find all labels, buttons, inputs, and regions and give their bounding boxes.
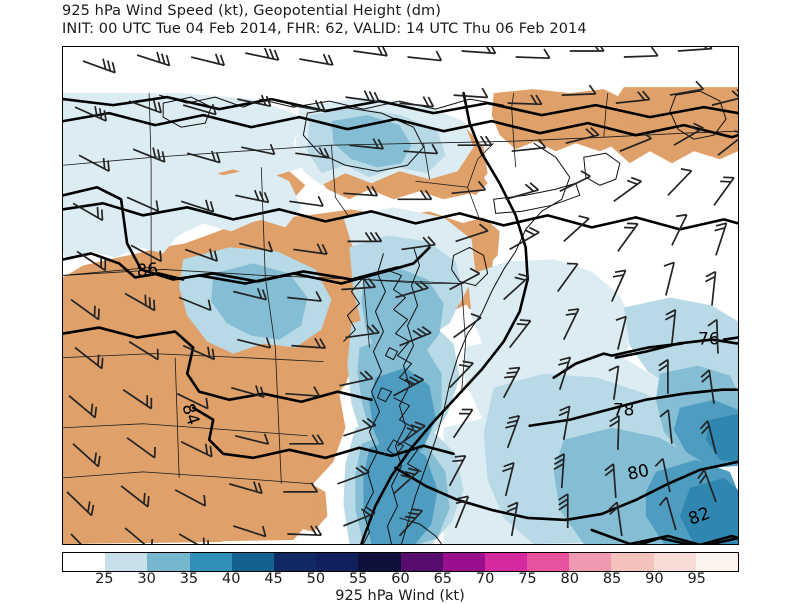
band-40-45-bay-mouth-deep <box>363 437 438 544</box>
band-45-50-offshore-max <box>679 477 738 544</box>
colorbar-segment-6 <box>316 553 359 571</box>
colorbar-segment-15 <box>695 553 738 571</box>
contour-line-84-c <box>191 406 455 460</box>
colorbar-segment-9 <box>442 553 485 571</box>
contour-line-82-a <box>637 534 738 544</box>
colorbar <box>62 552 739 572</box>
band-25-30-midwest <box>63 159 302 248</box>
title-line-variable: 925 hPa Wind Speed (kt), Geopotential He… <box>62 3 442 19</box>
contour-line-76-join <box>552 352 614 379</box>
contour-label-80: 80 <box>626 461 651 485</box>
contour-line-84 <box>63 326 373 404</box>
contour-line-uppermost <box>63 111 738 139</box>
contour-line-76-tail <box>722 336 738 341</box>
colorbar-segment-14 <box>653 553 696 571</box>
colorbar-tick-90: 90 <box>645 571 664 587</box>
colorbar-tick-50: 50 <box>306 571 326 587</box>
colorbar-tick-40: 40 <box>222 571 241 587</box>
colorbar-tick-85: 85 <box>602 571 622 587</box>
colorbar-tick-60: 60 <box>391 571 410 587</box>
colorbar-segment-13 <box>611 553 654 571</box>
band-45-50-offshore-max-ne <box>705 413 738 462</box>
contour-line-trough-main <box>360 91 529 544</box>
colorbar-tick-30: 30 <box>137 571 156 587</box>
colorbar-segment-0 <box>63 553 106 571</box>
colorbar-tick-45: 45 <box>264 571 283 587</box>
wind-speed-shading-group <box>63 93 738 544</box>
colorbar-segment-1 <box>105 553 148 571</box>
colorbar-segment-4 <box>231 553 274 571</box>
colorbar-axis-label: 925 hPa Wind (kt) <box>335 588 465 604</box>
colorbar-segment-10 <box>484 553 528 571</box>
colorbar-tick-labels: 25 30 35 40 45 50 55 60 65 70 75 80 85 90 95 <box>62 571 739 589</box>
colorbar-tick-70: 70 <box>475 571 495 587</box>
contour-line-86-a <box>63 185 399 283</box>
contour-line-78-right <box>528 388 738 428</box>
map-panel[interactable]: 86 84 76 78 80 82 <box>62 46 739 545</box>
colorbar-segment-3 <box>189 553 232 571</box>
colorbar-tick-55: 55 <box>348 571 368 587</box>
colorbar-tick-95: 95 <box>687 571 706 587</box>
contour-line-86-c <box>197 246 431 285</box>
colorbar-segment-7 <box>358 553 401 571</box>
colorbar-segment-8 <box>400 553 443 571</box>
contour-line-82-c <box>590 528 738 544</box>
contour-line-76-main <box>614 338 738 359</box>
state-borders-group <box>63 93 738 485</box>
title-line-init-valid: INIT: 00 UTC Tue 04 Feb 2014, FHR: 62, V… <box>62 21 587 37</box>
contour-line-80 <box>394 460 738 522</box>
colorbar-tick-65: 65 <box>433 571 453 587</box>
contour-line-top <box>63 95 738 119</box>
colorbar-segment-11 <box>527 553 570 571</box>
contour-line-86-b <box>63 252 185 281</box>
colorbar-container <box>62 552 739 572</box>
contour-label-76: 76 <box>698 330 720 350</box>
wind-barb-field <box>66 47 738 544</box>
colorbar-segment-2 <box>147 553 190 571</box>
colorbar-tick-80: 80 <box>560 571 579 587</box>
colorbar-segment-5 <box>273 553 317 571</box>
geopotential-height-contours <box>63 91 738 544</box>
contour-line-mid-north <box>63 202 738 231</box>
colorbar-tick-75: 75 <box>518 571 537 587</box>
colorbar-tick-25: 25 <box>95 571 114 587</box>
colorbar-tick-35: 35 <box>179 571 199 587</box>
map-canvas: 86 84 76 78 80 82 <box>63 47 738 544</box>
figure-title-block: 925 hPa Wind Speed (kt), Geopotential He… <box>62 2 762 38</box>
colorbar-segment-12 <box>569 553 612 571</box>
contour-label-86: 86 <box>136 260 159 282</box>
